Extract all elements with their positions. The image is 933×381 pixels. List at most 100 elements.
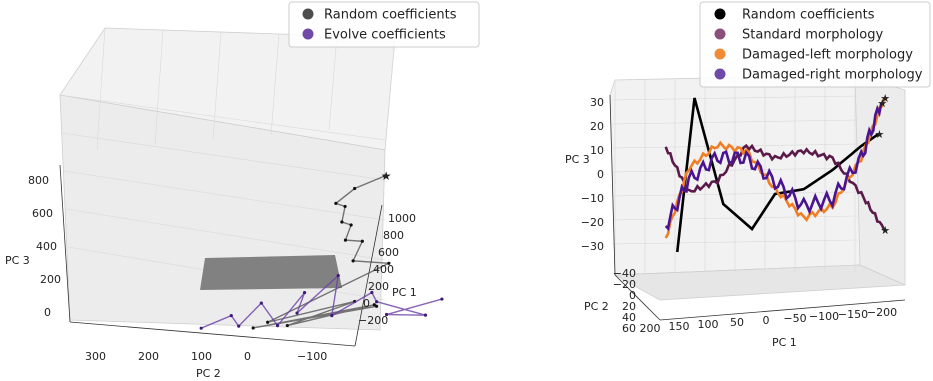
right-grid-h-3 [611, 167, 859, 173]
left-series-0-point-5 [266, 320, 270, 324]
left-x-tick-0: 1000 [388, 212, 416, 225]
left-z-tick-2: 400 [36, 240, 57, 253]
left-series-1-point-9 [370, 290, 374, 295]
right-series-1-end-star: ★ [880, 224, 890, 237]
right-x-tick-1: 150 [669, 320, 690, 333]
right-z-tick-2: 10 [590, 144, 604, 157]
left-grid-v-4 [328, 35, 338, 131]
left-series-0-end-star: ★ [381, 169, 392, 183]
right-x-axis [659, 299, 906, 321]
left-series-1-point-10 [375, 300, 379, 304]
right-y-axis [614, 274, 661, 321]
left-series-1-point-8 [330, 314, 334, 318]
right-z-tick-1: 20 [590, 120, 604, 133]
left-y-tick-2: 100 [191, 350, 212, 363]
left-x-tick-6: −200 [358, 314, 388, 327]
left-y-tick-3: 0 [244, 350, 251, 363]
left-z-tick-0: 800 [28, 174, 49, 187]
right-grid-h-5 [611, 215, 859, 221]
left-series-1-point-2 [237, 324, 241, 328]
left-grid-h-1 [61, 132, 386, 181]
left-series-0-point-6 [387, 261, 391, 265]
left-legend-marker-1 [302, 28, 314, 40]
left-z-axis [59, 164, 71, 323]
left-series-1-point-13 [440, 297, 444, 301]
right-x-tick-5: −50 [783, 312, 806, 325]
right-y-tick-3: 20 [622, 300, 636, 313]
right-z-tick-3: 0 [597, 168, 604, 181]
left-series-0-point-7 [351, 259, 355, 263]
left-series-1-point-4 [275, 324, 280, 328]
right-grid-h-0 [611, 95, 859, 101]
left-gray-sheet [200, 255, 342, 290]
right-x-tick-7: −150 [838, 308, 868, 321]
left-series-0-point-12 [343, 204, 347, 209]
left-series-0-point-8 [360, 239, 364, 243]
left-series-0-point-10 [349, 223, 353, 227]
left-grid-v-2 [212, 31, 222, 141]
right-y-tick-2: 0 [629, 289, 636, 302]
left-x-axis-label: PC 1 [392, 286, 417, 299]
left-legend-label-1: Evolve coefficients [324, 28, 446, 43]
right-y-tick-4: 40 [622, 311, 636, 324]
right-x-tick-6: −100 [809, 310, 839, 323]
left-legend-marker-0 [302, 8, 314, 20]
left-grid-v-3 [270, 33, 280, 136]
left-x-tick-2: 600 [378, 246, 399, 259]
right-3d-chart: ★★★★ 200 150 100 50 0 −50 −100−150−200−40−2002… [565, 1, 931, 349]
right-x-tick-3: 50 [730, 316, 744, 329]
right-grid-h-1 [611, 119, 859, 125]
left-x-axis [354, 204, 383, 347]
right-legend-label-0: Random coefficients [742, 8, 875, 23]
right-legend-marker-2 [714, 48, 726, 60]
left-legend: Random coefficients Evolve coefficients [288, 1, 480, 48]
right-y-tick-5: 60 [622, 322, 636, 335]
left-x-tick-4: 200 [368, 280, 389, 293]
left-x-tick-3: 400 [373, 263, 394, 276]
left-x-tick-5: 0 [363, 297, 370, 310]
right-x-tick-8: −200 [867, 306, 897, 319]
right-grid-h-4 [611, 191, 859, 197]
right-y-tick-0: −40 [613, 267, 636, 280]
right-z-axis [609, 94, 616, 276]
right-legend-label-3: Damaged-right morphology [742, 68, 923, 83]
left-series-1-point-12 [384, 312, 389, 317]
left-grid-h-3 [65, 208, 386, 261]
left-series-1-point-5 [302, 291, 307, 295]
right-gridlines [611, 80, 859, 273]
right-legend-box [699, 1, 931, 88]
right-y-tick-1: −20 [613, 278, 636, 291]
left-series-0-point-3 [285, 323, 289, 328]
left-series-0-point-0 [374, 304, 379, 308]
left-series-1-point-1 [229, 314, 233, 318]
right-series-group: ★★★★ [664, 92, 890, 253]
right-series-3-line [664, 102, 883, 232]
left-series-0-point-15 [383, 174, 387, 178]
right-series-1-line [664, 143, 886, 231]
left-grid-h-0 [59, 94, 386, 141]
right-x-tick-2: 100 [698, 318, 719, 331]
left-grid-v-0 [96, 27, 106, 151]
right-x-axis-label: PC 1 [772, 336, 797, 349]
right-legend: Random coefficients Standard morphology … [699, 1, 931, 88]
left-series-1-point-0 [199, 326, 203, 330]
left-series-0-point-2 [372, 303, 376, 307]
left-grid-h-2 [63, 170, 386, 221]
left-grid-v-5 [386, 37, 396, 126]
right-series-3-end-star: ★ [877, 97, 887, 110]
right-y-axis-label: PC 2 [584, 300, 609, 313]
right-legend-marker-0 [714, 8, 726, 20]
left-series-0-point-9 [343, 238, 348, 242]
right-tick-labels: 200 150 100 50 0 −50 −100−150−200−40−200204060… [581, 96, 897, 335]
left-z-axis-label: PC 3 [5, 254, 30, 267]
left-x-tick-1: 800 [383, 229, 404, 242]
left-z-tick-1: 600 [32, 207, 53, 220]
right-x-tick-0: 200 [640, 322, 661, 335]
right-legend-marker-3 [714, 68, 726, 80]
left-series-0-point-1 [251, 326, 255, 330]
left-series-1-point-11 [423, 313, 428, 317]
left-y-tick-1: 200 [138, 350, 159, 363]
left-series-1-point-3 [259, 301, 263, 305]
